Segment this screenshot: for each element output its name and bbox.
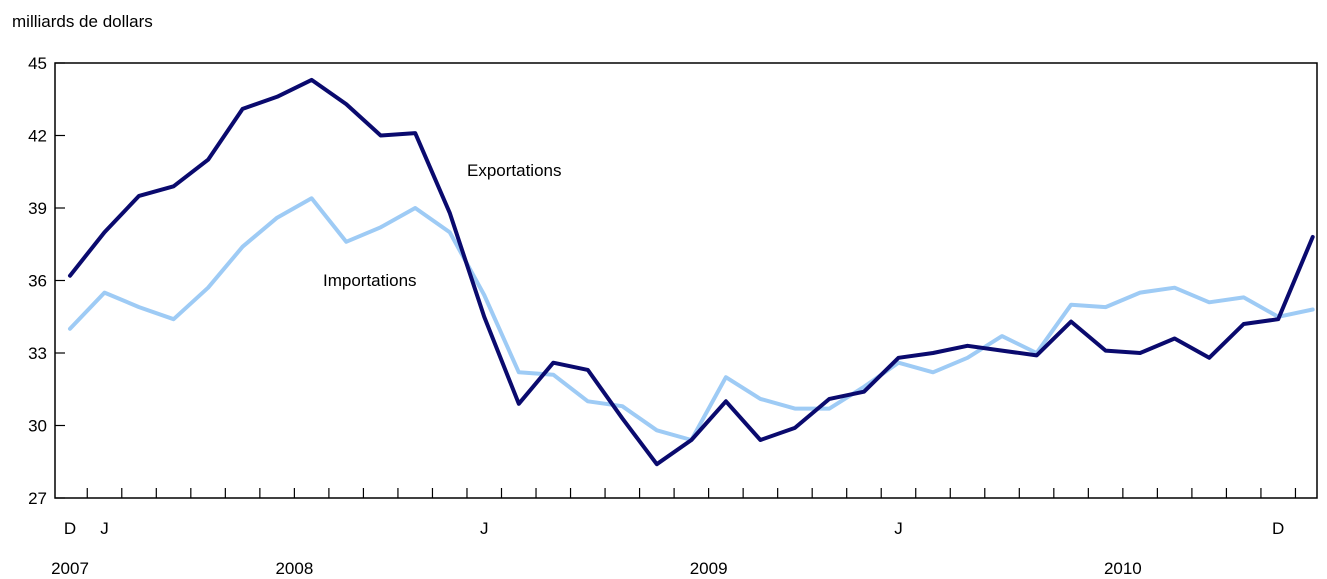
y-tick-label: 33	[28, 344, 47, 363]
x-tick-label: D	[64, 519, 76, 538]
y-axis-label: milliards de dollars	[12, 12, 153, 31]
y-tick-label: 36	[28, 272, 47, 291]
annotation-importations: Importations	[323, 271, 417, 290]
x-year-label: 2010	[1104, 559, 1142, 578]
x-year-label: 2009	[690, 559, 728, 578]
x-tick-label: J	[100, 519, 109, 538]
plot-frame	[54, 62, 1318, 499]
x-axis-ticks: D J J J D 2007 2008 2009 2010	[51, 488, 1297, 578]
y-tick-label: 30	[28, 417, 47, 436]
y-tick-label: 45	[28, 54, 47, 73]
x-year-label: 2007	[51, 559, 89, 578]
series-line-exportations	[68, 77, 1315, 467]
y-tick-label: 27	[28, 489, 47, 508]
x-tick-label: D	[1272, 519, 1284, 538]
x-tick-label: J	[894, 519, 903, 538]
x-tick-label: J	[480, 519, 489, 538]
annotation-exportations: Exportations	[467, 161, 562, 180]
y-tick-label: 42	[28, 127, 47, 146]
y-axis-ticks: 27 30 33 36 39 42 45	[28, 54, 65, 508]
series-line-importations	[68, 196, 1315, 442]
y-tick-label: 39	[28, 199, 47, 218]
x-year-label: 2008	[275, 559, 313, 578]
series-lines	[68, 77, 1315, 467]
